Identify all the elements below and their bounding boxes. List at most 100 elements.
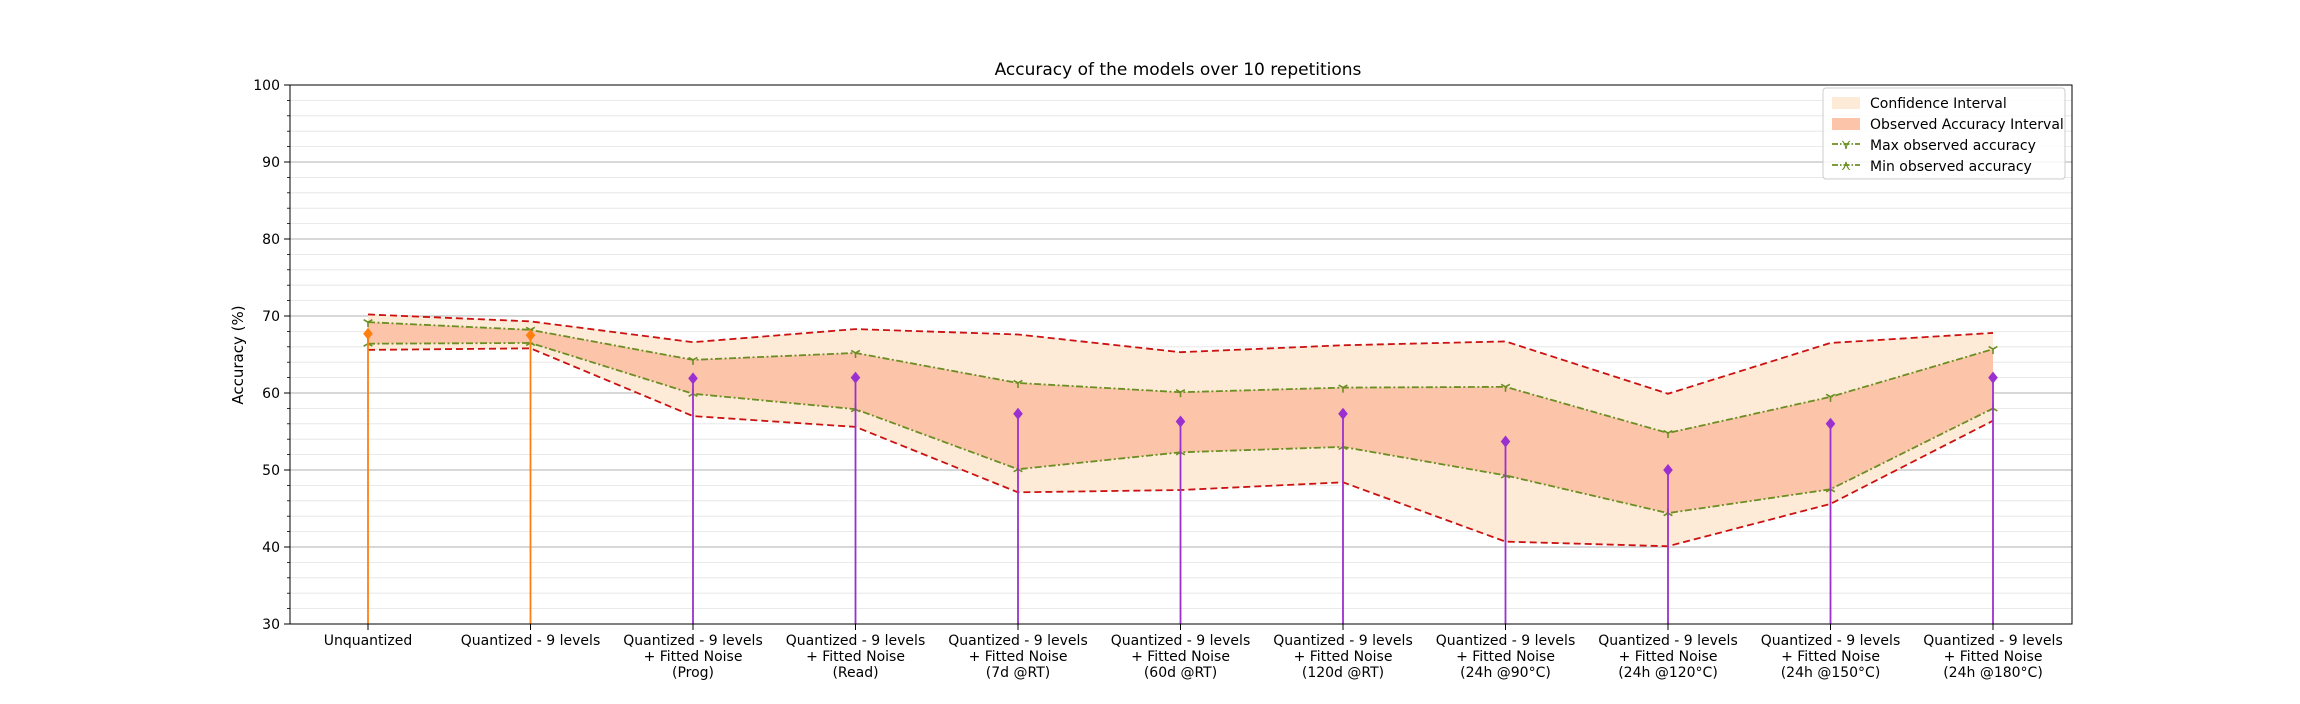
max-accuracy-point <box>1338 384 1348 393</box>
x-tick-label-line: (Read) <box>832 665 878 681</box>
x-tick-label-line: (120d @RT) <box>1302 665 1384 681</box>
x-tick-label-line: Quantized - 9 levels <box>1436 633 1575 649</box>
max-accuracy-point <box>363 318 373 328</box>
max-accuracy-point-arm <box>692 356 698 361</box>
max-accuracy-point-arm <box>1667 429 1673 434</box>
y-tick-label: 80 <box>262 232 280 248</box>
x-tick-label: Unquantized <box>324 633 413 649</box>
x-tick-label: Quantized - 9 levels + Fitted Noise (24h @… <box>1598 633 1737 681</box>
x-tick-label-line: Quantized - 9 levels <box>1111 633 1250 649</box>
max-accuracy-point-arm <box>1663 429 1669 434</box>
x-tick-label-line: Quantized - 9 levels <box>948 633 1087 649</box>
legend-marker-min: ⋏ <box>1841 158 1851 174</box>
x-tick-label-line: Quantized - 9 levels <box>786 633 925 649</box>
x-tick-label: Quantized - 9 levels + Fitted Noise (24h @… <box>1761 633 1900 681</box>
legend: Confidence Interval Observed Accuracy In… <box>1822 87 2066 180</box>
max-accuracy-point-arm <box>1500 383 1506 388</box>
x-tick-label: Quantized - 9 levels + Fitted Noise (7d @R… <box>948 633 1087 681</box>
max-accuracy-point-arm <box>1988 345 1994 350</box>
x-tick-label-line: (60d @RT) <box>1144 665 1217 681</box>
x-tick-label: Quantized - 9 levels + Fitted Noise (Prog) <box>623 633 762 681</box>
max-accuracy-point <box>1825 393 1836 402</box>
accuracy-stem-marker <box>363 327 373 340</box>
max-accuracy-point-arm <box>1830 393 1836 398</box>
max-accuracy-point-arm <box>363 318 369 323</box>
x-tick-label-line: Quantized - 9 levels <box>1923 633 2062 649</box>
x-tick-label-line: + Fitted Noise <box>806 649 905 665</box>
x-tick-label-line: Quantized - 9 levels <box>1273 633 1412 649</box>
y-tick-label: 60 <box>262 386 280 402</box>
y-tick-label: 70 <box>262 309 280 325</box>
max-accuracy-point-arm <box>1505 383 1511 388</box>
legend-frame <box>1822 87 2066 180</box>
accuracy-stem-marker <box>1663 464 1673 476</box>
x-tick-label-line: (24h @120°C) <box>1618 665 1718 681</box>
x-tick-label-line: (24h @90°C) <box>1460 665 1551 681</box>
x-tick-label-line: (7d @RT) <box>986 665 1050 681</box>
x-tick-label: Quantized - 9 levels + Fitted Noise (120d … <box>1273 633 1412 681</box>
x-tick-label-line: + Fitted Noise <box>1619 649 1718 665</box>
accuracy-stem-marker <box>1988 371 1998 384</box>
max-accuracy-point-arm <box>1825 393 1831 398</box>
x-tick-label: Quantized - 9 levels + Fitted Noise (60d @… <box>1111 633 1250 681</box>
legend-label-max: Max observed accuracy <box>1870 138 2036 154</box>
max-accuracy-point <box>1663 429 1673 439</box>
x-tick-label-line: (Prog) <box>672 665 714 681</box>
max-accuracy-point-arm <box>855 349 861 354</box>
max-accuracy-point <box>1500 383 1511 392</box>
accuracy-stem-marker <box>1013 407 1023 420</box>
x-tick-label-line: Quantized - 9 levels <box>623 633 762 649</box>
y-tick-label: 90 <box>262 155 280 171</box>
legend-marker-max: ⋎ <box>1841 137 1851 153</box>
x-tick-label-line: Quantized - 9 levels <box>461 633 600 649</box>
max-accuracy-point <box>1988 345 1998 355</box>
max-accuracy-point-arm <box>1180 389 1186 393</box>
max-accuracy-point-arm <box>1175 389 1181 393</box>
legend-swatch-confidence <box>1832 97 1860 109</box>
accuracy-stem-marker <box>1500 435 1511 448</box>
x-tick-label-line: (24h @180°C) <box>1943 665 2043 681</box>
x-tick-label-line: Quantized - 9 levels <box>1598 633 1737 649</box>
max-accuracy-point <box>1175 389 1186 398</box>
max-accuracy-point-arm <box>367 318 373 323</box>
x-tick-label: Quantized - 9 levels <box>461 633 600 649</box>
x-tick-label-line: + Fitted Noise <box>1944 649 2043 665</box>
max-accuracy-point-arm <box>1338 384 1344 389</box>
accuracy-stem-marker <box>688 372 698 385</box>
legend-label-confidence: Confidence Interval <box>1870 96 2007 112</box>
y-axis-label: Accuracy (%) <box>229 305 247 404</box>
x-tick-label-line: Quantized - 9 levels <box>1761 633 1900 649</box>
max-accuracy-point-arm <box>1992 345 1998 350</box>
y-tick-label: 100 <box>253 78 280 94</box>
x-tick-label-line: + Fitted Noise <box>1456 649 1555 665</box>
x-tick-label: Quantized - 9 levels + Fitted Noise (Read) <box>786 633 925 681</box>
max-accuracy-point-arm <box>688 356 694 361</box>
max-accuracy-point-arm <box>1342 384 1348 389</box>
x-tick-label-line: + Fitted Noise <box>1781 649 1880 665</box>
max-accuracy-point-arm <box>530 326 536 331</box>
y-tick-label: 40 <box>262 540 280 556</box>
legend-label-min: Min observed accuracy <box>1870 159 2032 175</box>
accuracy-stem-marker <box>1338 407 1348 420</box>
confidence-upper-line <box>367 313 1994 395</box>
accuracy-stem-marker <box>525 329 536 342</box>
x-tick-label-line: + Fitted Noise <box>1131 649 1230 665</box>
max-accuracy-point <box>688 356 698 365</box>
x-tick-label-line: Unquantized <box>324 633 413 649</box>
x-tick-label: Quantized - 9 levels + Fitted Noise (24h @… <box>1436 633 1575 681</box>
x-tick-label-line: + Fitted Noise <box>969 649 1068 665</box>
y-tick-label: 30 <box>262 617 280 633</box>
x-tick-label-line: (24h @150°C) <box>1781 665 1881 681</box>
chart-title: Accuracy of the models over 10 repetitio… <box>995 60 1362 80</box>
max-accuracy-point <box>1013 379 1023 388</box>
max-accuracy-point-arm <box>850 349 856 354</box>
max-accuracy-point-arm <box>525 326 531 331</box>
max-accuracy-point-arm <box>1017 379 1023 384</box>
accuracy-stem-marker <box>1175 415 1186 428</box>
y-tick-label: 50 <box>262 463 280 479</box>
x-tick-label: Quantized - 9 levels + Fitted Noise (24h @… <box>1923 633 2062 681</box>
x-tick-label-line: + Fitted Noise <box>1294 649 1393 665</box>
accuracy-stem-marker <box>850 371 861 384</box>
max-accuracy-point <box>850 349 861 358</box>
